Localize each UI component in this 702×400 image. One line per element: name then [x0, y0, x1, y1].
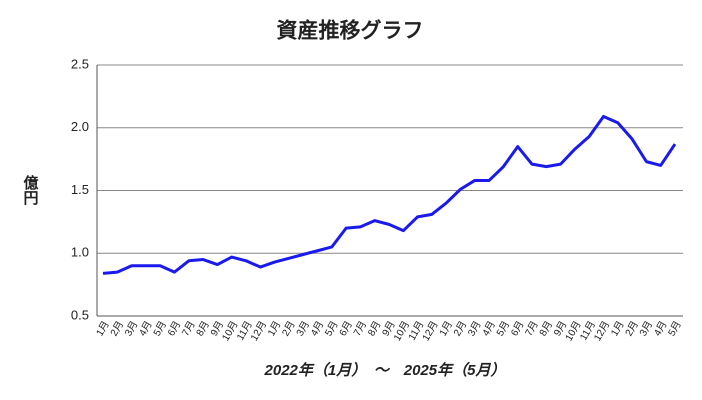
x-tick-label: 3月 — [637, 319, 655, 338]
y-tick-label: 0.5 — [71, 307, 89, 322]
x-tick-label: 2月 — [451, 319, 469, 338]
x-tick-label: 8月 — [537, 319, 555, 338]
y-axis-label: 億円 — [22, 174, 39, 206]
x-tick-label: 12月 — [248, 319, 269, 343]
x-tick-label: 5月 — [666, 319, 684, 338]
x-tick-label: 4月 — [137, 319, 155, 338]
data-line — [102, 114, 677, 275]
x-tick-label: 1月 — [265, 319, 283, 338]
x-tick-label: 7月 — [351, 319, 369, 338]
x-tick-label: 2月 — [280, 319, 298, 338]
x-tick-label: 12月 — [591, 319, 612, 343]
x-tick-label: 7月 — [180, 319, 198, 338]
y-tick-label: 2.0 — [71, 119, 89, 134]
y-tick-label: 2.5 — [71, 56, 89, 71]
x-tick-label: 8月 — [365, 319, 383, 338]
x-tick-label: 10月 — [220, 319, 241, 343]
x-tick-label: 10月 — [391, 319, 412, 343]
x-tick-label: 4月 — [651, 319, 669, 338]
x-tick-label: 2月 — [623, 319, 641, 338]
x-tick-label: 3月 — [466, 319, 484, 338]
x-axis-label: 2022年（1月） 〜 2025年（5月） — [264, 361, 506, 379]
y-tick-label: 1.0 — [71, 245, 89, 260]
x-tick-label: 3月 — [294, 319, 312, 338]
x-tick-label: 1月 — [609, 319, 627, 338]
x-tick-label: 5月 — [151, 319, 169, 338]
x-tick-label: 4月 — [308, 319, 326, 338]
y-tick-label: 1.5 — [71, 182, 89, 197]
x-tick-label: 10月 — [563, 319, 584, 343]
x-tick-label: 5月 — [323, 319, 341, 338]
x-tick-label: 8月 — [194, 319, 212, 338]
x-tick-label: 1月 — [94, 319, 112, 338]
chart-title: 資産推移グラフ — [277, 19, 424, 43]
x-tick-label: 1月 — [437, 319, 455, 338]
x-tick-label: 5月 — [494, 319, 512, 338]
x-tick-label: 6月 — [165, 319, 183, 338]
x-tick-label: 3月 — [122, 319, 140, 338]
x-tick-label: 2月 — [108, 319, 126, 338]
x-tick-label: 12月 — [420, 319, 441, 343]
x-tick-label: 6月 — [508, 319, 526, 338]
x-tick-label: 7月 — [523, 319, 541, 338]
x-tick-label: 6月 — [337, 319, 355, 338]
x-tick-label: 4月 — [480, 319, 498, 338]
